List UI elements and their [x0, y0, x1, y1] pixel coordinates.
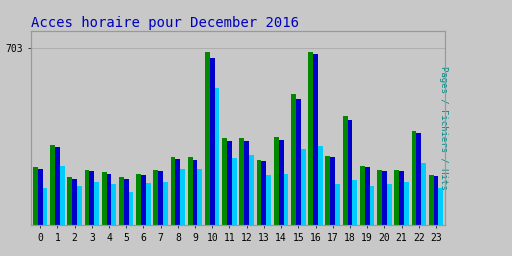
Bar — [291, 94, 296, 225]
Bar — [335, 184, 340, 225]
Bar — [352, 180, 357, 225]
Bar — [141, 175, 146, 225]
Bar — [215, 88, 220, 225]
Bar — [343, 116, 348, 225]
Bar — [284, 174, 288, 225]
Bar — [84, 170, 90, 225]
Bar — [240, 138, 244, 225]
Bar — [416, 133, 421, 225]
Bar — [55, 147, 60, 225]
Bar — [205, 52, 210, 225]
Bar — [326, 156, 330, 225]
Bar — [119, 177, 124, 225]
Bar — [296, 100, 301, 225]
Bar — [163, 182, 168, 225]
Y-axis label: Pages / Fichiers / Hits: Pages / Fichiers / Hits — [439, 66, 448, 190]
Bar — [313, 54, 318, 225]
Bar — [170, 157, 176, 225]
Bar — [94, 182, 99, 225]
Bar — [387, 184, 392, 225]
Bar — [244, 141, 249, 225]
Bar — [399, 171, 404, 225]
Bar — [377, 170, 382, 225]
Bar — [180, 169, 185, 225]
Bar — [112, 184, 116, 225]
Bar — [136, 174, 141, 225]
Bar — [434, 176, 438, 225]
Bar — [77, 186, 82, 225]
Bar — [176, 159, 180, 225]
Bar — [360, 166, 365, 225]
Bar — [33, 167, 38, 225]
Bar — [330, 157, 335, 225]
Bar — [348, 120, 352, 225]
Bar — [146, 183, 151, 225]
Bar — [438, 188, 443, 225]
Bar — [262, 161, 266, 225]
Bar — [370, 186, 374, 225]
Bar — [72, 179, 77, 225]
Bar — [210, 58, 215, 225]
Bar — [318, 146, 323, 225]
Bar — [429, 175, 434, 225]
Bar — [154, 170, 158, 225]
Bar — [382, 171, 387, 225]
Bar — [106, 174, 112, 225]
Bar — [102, 173, 106, 225]
Bar — [124, 179, 129, 225]
Bar — [404, 182, 409, 225]
Bar — [90, 171, 94, 225]
Bar — [198, 169, 202, 225]
Text: Acces horaire pour December 2016: Acces horaire pour December 2016 — [31, 16, 298, 29]
Bar — [274, 137, 279, 225]
Bar — [308, 52, 313, 225]
Bar — [266, 175, 271, 225]
Bar — [249, 155, 254, 225]
Bar — [394, 170, 399, 225]
Bar — [188, 157, 193, 225]
Bar — [193, 160, 198, 225]
Bar — [158, 171, 163, 225]
Bar — [279, 140, 284, 225]
Bar — [68, 177, 72, 225]
Bar — [60, 166, 65, 225]
Bar — [38, 169, 42, 225]
Bar — [301, 148, 306, 225]
Bar — [365, 167, 370, 225]
Bar — [50, 145, 55, 225]
Bar — [257, 160, 262, 225]
Bar — [421, 163, 426, 225]
Bar — [129, 192, 134, 225]
Bar — [232, 158, 237, 225]
Bar — [227, 141, 232, 225]
Bar — [222, 138, 227, 225]
Bar — [42, 188, 48, 225]
Bar — [412, 131, 416, 225]
